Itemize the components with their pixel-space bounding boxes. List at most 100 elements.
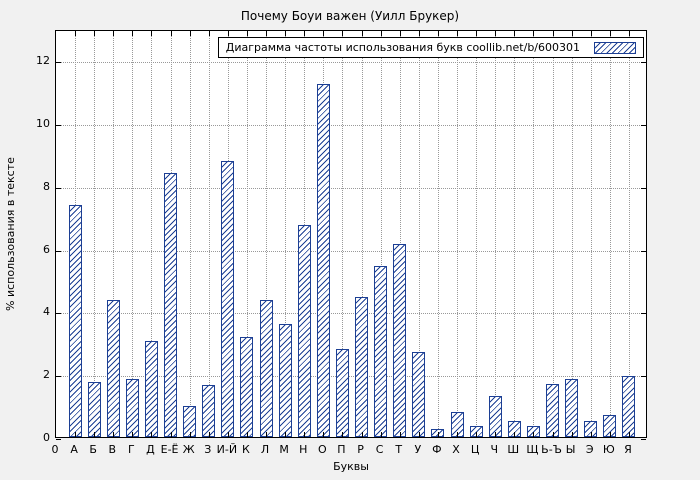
- bar: [68, 204, 82, 437]
- bar: [393, 244, 407, 437]
- x-tick-label: Е-Ё: [160, 443, 179, 456]
- x-tick-mark: [189, 31, 191, 36]
- gridline-vertical: [437, 31, 439, 437]
- gridline-vertical: [533, 31, 535, 437]
- x-tick-label: Р: [357, 443, 364, 456]
- x-tick-label: П: [337, 443, 346, 456]
- gridline-horizontal: [56, 313, 646, 315]
- gridline-horizontal: [56, 187, 646, 189]
- x-tick-mark: [590, 31, 592, 36]
- x-tick-label: Х: [452, 443, 460, 456]
- x-tick-label: Д: [146, 443, 155, 456]
- y-tick-mark: [641, 439, 646, 440]
- x-tick-mark: [609, 432, 611, 437]
- bar: [87, 382, 101, 437]
- bar: [316, 83, 330, 437]
- x-tick-mark: [323, 31, 325, 36]
- x-origin-label: 0: [51, 443, 59, 456]
- bar: [546, 383, 560, 437]
- x-tick-mark: [457, 432, 459, 437]
- x-tick-mark: [514, 31, 516, 36]
- x-tick-mark: [132, 432, 134, 437]
- x-tick-mark: [399, 31, 401, 36]
- x-tick-mark: [151, 432, 153, 437]
- gridline-vertical: [266, 31, 268, 437]
- gridline-vertical: [380, 31, 382, 437]
- x-tick-mark: [628, 432, 630, 437]
- y-tick-mark: [641, 313, 646, 315]
- x-tick-label: К: [242, 443, 250, 456]
- x-tick-label: Л: [260, 443, 270, 456]
- x-tick-label: О: [318, 443, 327, 456]
- bar: [221, 160, 235, 437]
- x-tick-mark: [170, 31, 172, 36]
- x-tick-mark: [285, 432, 287, 437]
- bar: [202, 385, 216, 437]
- legend: Диаграмма частоты использования букв coo…: [217, 37, 644, 58]
- x-tick-mark: [227, 432, 229, 437]
- x-tick-label: Щ: [526, 443, 539, 456]
- x-tick-mark: [113, 31, 115, 36]
- x-tick-label: Ш: [507, 443, 520, 456]
- x-tick-mark: [628, 31, 630, 36]
- x-tick-mark: [590, 432, 592, 437]
- x-tick-mark: [571, 31, 573, 36]
- bar: [259, 300, 273, 437]
- gridline-vertical: [151, 31, 153, 437]
- x-tick-mark: [457, 31, 459, 36]
- gridline-vertical: [399, 31, 401, 437]
- y-tick-mark: [56, 376, 61, 378]
- y-tick-label: 12: [36, 54, 50, 68]
- x-tick-mark: [75, 31, 77, 36]
- y-tick-label: 10: [36, 117, 50, 131]
- bar: [488, 396, 502, 437]
- x-tick-label: С: [375, 443, 384, 456]
- x-tick-mark: [571, 432, 573, 437]
- x-tick-label: Ч: [490, 443, 498, 456]
- x-tick-label: У: [414, 443, 422, 456]
- x-tick-mark: [552, 432, 554, 437]
- x-tick-label: Э: [585, 443, 594, 456]
- x-tick-mark: [533, 31, 535, 36]
- gridline-vertical: [514, 31, 516, 437]
- x-tick-mark: [151, 31, 153, 36]
- y-tick-label: 0: [43, 431, 50, 444]
- x-tick-label: А: [70, 443, 78, 456]
- y-tick-mark: [641, 187, 646, 189]
- y-tick-mark: [56, 187, 61, 189]
- gridline-vertical: [285, 31, 287, 437]
- bar: [335, 349, 349, 437]
- bar: [412, 352, 426, 437]
- gridline-vertical: [208, 31, 210, 437]
- legend-label: Диаграмма частоты использования букв coo…: [225, 41, 580, 54]
- x-tick-mark: [437, 31, 439, 36]
- gridline-horizontal: [56, 62, 646, 64]
- x-tick-mark: [285, 31, 287, 36]
- y-tick-mark: [56, 313, 61, 315]
- x-tick-mark: [514, 432, 516, 437]
- y-tick-mark: [641, 62, 646, 64]
- gridline-vertical: [609, 31, 611, 437]
- bar: [565, 378, 579, 437]
- gridline-horizontal: [56, 250, 646, 252]
- x-tick-mark: [399, 432, 401, 437]
- chart-title: Почему Боуи важен (Уилл Брукер): [240, 9, 460, 23]
- gridline-vertical: [552, 31, 554, 437]
- x-tick-label: Я: [624, 443, 632, 456]
- y-tick-mark: [641, 125, 646, 127]
- bar: [374, 265, 388, 437]
- x-tick-mark: [476, 31, 478, 36]
- gridline-vertical: [189, 31, 191, 437]
- gridline-vertical: [132, 31, 134, 437]
- x-tick-label: Ы: [565, 443, 576, 456]
- x-tick-mark: [342, 31, 344, 36]
- y-tick-label: 2: [43, 368, 50, 382]
- bar: [183, 405, 197, 437]
- x-tick-label: В: [108, 443, 117, 456]
- x-tick-label: Б: [89, 443, 97, 456]
- y-tick-mark: [56, 250, 61, 252]
- x-tick-mark: [437, 432, 439, 437]
- gridline-horizontal: [56, 125, 646, 127]
- y-tick-mark: [56, 439, 61, 440]
- gridline-vertical: [342, 31, 344, 437]
